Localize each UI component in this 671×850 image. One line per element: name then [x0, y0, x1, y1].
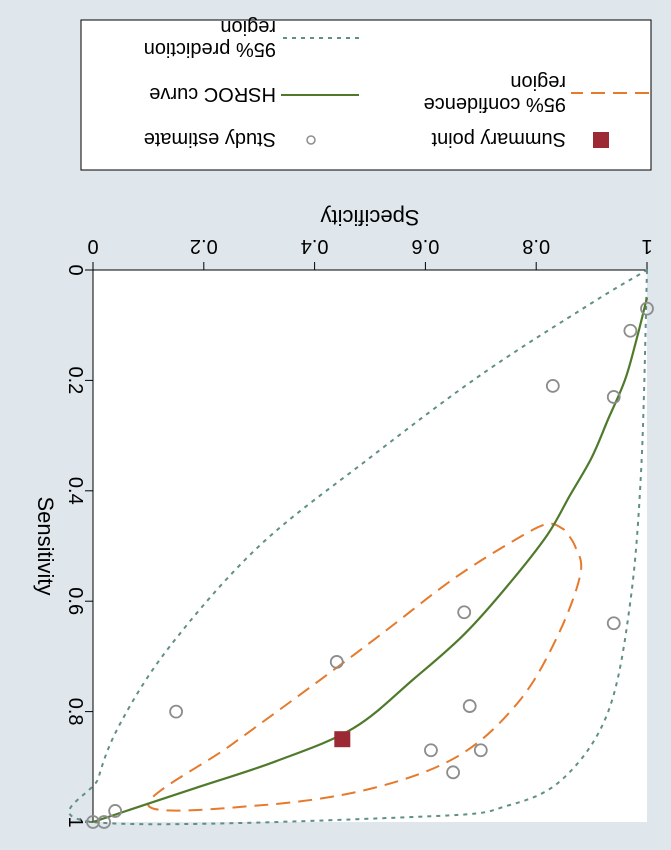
legend-label: region: [510, 71, 566, 93]
legend-label: 95% prediction: [144, 38, 276, 60]
y-tick-label: 0.8: [64, 698, 86, 726]
study-estimate-point: [86, 815, 100, 829]
y-tick-label: 0.6: [64, 587, 86, 615]
hsroc-curve: [92, 297, 649, 824]
study-estimate-point: [606, 390, 621, 404]
legend-label: 95% confidence: [424, 93, 566, 115]
y-tick-label: 0: [64, 264, 86, 275]
study-estimate-point: [606, 616, 621, 631]
y-tick-label: 1: [64, 816, 86, 827]
legend-study-symbol: [306, 135, 316, 145]
study-estimate-point: [446, 765, 461, 780]
x-tick-label: 0.2: [190, 235, 218, 257]
x-tick-label: 0: [87, 235, 98, 257]
x-tick-label: 0.8: [522, 235, 550, 257]
confidence-region-curve: [147, 522, 583, 812]
summary-point: [334, 731, 351, 748]
x-axis-title: Specificity: [320, 205, 419, 230]
study-estimate-point: [623, 323, 638, 338]
study-estimate-point: [457, 605, 472, 620]
legend-box: [80, 19, 652, 171]
study-estimate-point: [545, 379, 560, 393]
legend-summary-symbol: [593, 132, 609, 148]
y-tick-label: 0.2: [64, 366, 86, 394]
legend-label: Study estimate: [144, 128, 276, 150]
y-axis-title: Sensitivity: [33, 496, 58, 595]
x-tick-label: 0.4: [301, 235, 329, 257]
legend-label: HSROC curve: [149, 83, 276, 105]
plot-area: [93, 270, 647, 822]
y-tick-label: 0.4: [64, 477, 86, 505]
study-estimate-point: [169, 704, 184, 719]
legend-label: region: [220, 16, 276, 38]
study-estimate-point: [329, 655, 344, 669]
x-tick-label: 0.6: [411, 235, 439, 257]
study-estimate-point: [462, 699, 477, 713]
x-tick-label: 1: [641, 235, 652, 257]
prediction-region-curve: [68, 268, 649, 826]
study-estimate-point: [97, 815, 111, 829]
study-estimate-point: [424, 743, 438, 758]
study-estimate-point: [473, 743, 488, 758]
study-estimate-point: [108, 804, 123, 818]
study-estimate-point: [640, 301, 654, 316]
legend-label: Summary point: [431, 128, 566, 150]
